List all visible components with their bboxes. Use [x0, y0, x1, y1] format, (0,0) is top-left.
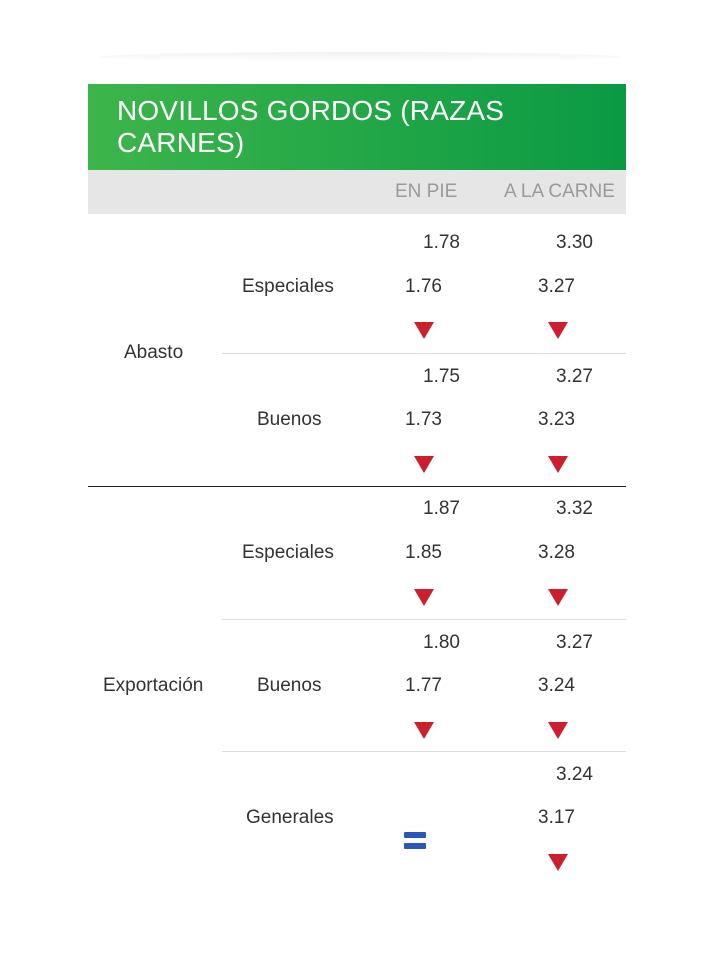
- down-triangle-icon: [414, 322, 434, 339]
- row-label: Especiales: [242, 276, 334, 297]
- en-pie-previous-value: 1.75: [423, 366, 460, 387]
- group-label: Exportación: [103, 675, 204, 696]
- en-pie-previous-value: 1.78: [423, 232, 460, 253]
- en-pie-current-value: 1.76: [405, 276, 442, 297]
- column-header-a-la-carne: A LA CARNE: [504, 181, 615, 202]
- down-triangle-icon: [548, 854, 568, 871]
- row-abasto-buenos: Buenos 1.75 1.73 3.27 3.23: [222, 353, 626, 486]
- a-la-carne-previous-value: 3.32: [556, 498, 593, 519]
- column-header-en-pie: EN PIE: [395, 181, 458, 202]
- price-table-card: NOVILLOS GORDOS (RAZAS CARNES) EN PIE A …: [88, 84, 626, 885]
- group-exportacion: Exportación Especiales 1.87 1.85 3.32 3.…: [88, 487, 626, 885]
- table-header: NOVILLOS GORDOS (RAZAS CARNES): [88, 84, 626, 170]
- down-triangle-icon: [414, 722, 434, 739]
- row-label: Especiales: [242, 542, 334, 563]
- group-abasto: Abasto Especiales 1.78 1.76 3.30 3.27 Bu…: [88, 214, 626, 487]
- a-la-carne-current-value: 3.23: [538, 409, 575, 430]
- a-la-carne-current-value: 3.17: [538, 807, 575, 828]
- a-la-carne-current-value: 3.27: [538, 276, 575, 297]
- en-pie-current-value: 1.73: [405, 409, 442, 430]
- down-triangle-icon: [414, 589, 434, 606]
- a-la-carne-previous-value: 3.27: [556, 366, 593, 387]
- column-header-row: EN PIE A LA CARNE: [88, 170, 626, 214]
- a-la-carne-current-value: 3.24: [538, 675, 575, 696]
- en-pie-previous-value: 1.80: [423, 632, 460, 653]
- a-la-carne-current-value: 3.28: [538, 542, 575, 563]
- row-abasto-especiales: Especiales 1.78 1.76 3.30 3.27: [222, 214, 626, 346]
- a-la-carne-previous-value: 3.30: [556, 232, 593, 253]
- row-label: Generales: [246, 807, 334, 828]
- a-la-carne-previous-value: 3.24: [556, 764, 593, 785]
- en-pie-current-value: 1.77: [405, 675, 442, 696]
- a-la-carne-previous-value: 3.27: [556, 632, 593, 653]
- down-triangle-icon: [548, 456, 568, 473]
- row-label: Buenos: [257, 675, 322, 696]
- card-top-shadow: [100, 52, 620, 62]
- table-title: NOVILLOS GORDOS (RAZAS CARNES): [117, 95, 505, 158]
- group-label: Abasto: [124, 342, 184, 363]
- en-pie-current-value: 1.85: [405, 542, 442, 563]
- row-label: Buenos: [257, 409, 322, 430]
- down-triangle-icon: [548, 722, 568, 739]
- equal-icon: [404, 832, 426, 850]
- down-triangle-icon: [548, 322, 568, 339]
- en-pie-previous-value: 1.87: [423, 498, 460, 519]
- row-exportacion-buenos: Buenos 1.80 1.77 3.27 3.24: [222, 619, 626, 752]
- row-exportacion-generales: Generales 3.24 3.17: [222, 751, 626, 884]
- row-exportacion-especiales: Especiales 1.87 1.85 3.32 3.28: [222, 487, 626, 619]
- down-triangle-icon: [548, 589, 568, 606]
- down-triangle-icon: [414, 456, 434, 473]
